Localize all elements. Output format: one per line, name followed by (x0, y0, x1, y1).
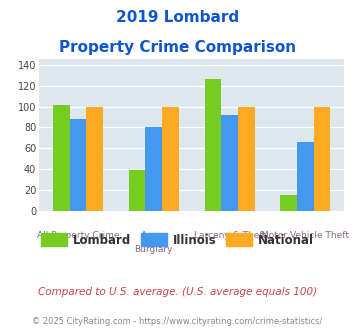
Text: Burglary: Burglary (135, 245, 173, 253)
Text: Property Crime Comparison: Property Crime Comparison (59, 40, 296, 54)
Text: All Property Crime: All Property Crime (37, 231, 119, 240)
Bar (297, 142, 314, 211)
Bar (221, 115, 238, 211)
Bar (238, 107, 255, 211)
Text: 2019 Lombard: 2019 Lombard (116, 10, 239, 25)
Bar (86, 107, 103, 211)
Text: © 2025 CityRating.com - https://www.cityrating.com/crime-statistics/: © 2025 CityRating.com - https://www.city… (32, 317, 323, 326)
Bar (314, 107, 331, 211)
Text: Motor Vehicle Theft: Motor Vehicle Theft (261, 231, 349, 240)
Bar (280, 195, 297, 211)
Bar (53, 106, 70, 211)
Text: Compared to U.S. average. (U.S. average equals 100): Compared to U.S. average. (U.S. average … (38, 287, 317, 297)
Legend: Lombard, Illinois, National: Lombard, Illinois, National (37, 229, 318, 251)
Text: Arson: Arson (141, 231, 166, 240)
Bar (162, 107, 179, 211)
Bar (204, 79, 221, 211)
Bar (129, 170, 146, 211)
Bar (70, 119, 86, 211)
Text: Larceny & Theft: Larceny & Theft (193, 231, 266, 240)
Bar (146, 127, 162, 211)
